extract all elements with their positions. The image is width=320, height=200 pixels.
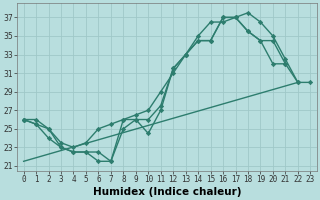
X-axis label: Humidex (Indice chaleur): Humidex (Indice chaleur) (93, 187, 241, 197)
